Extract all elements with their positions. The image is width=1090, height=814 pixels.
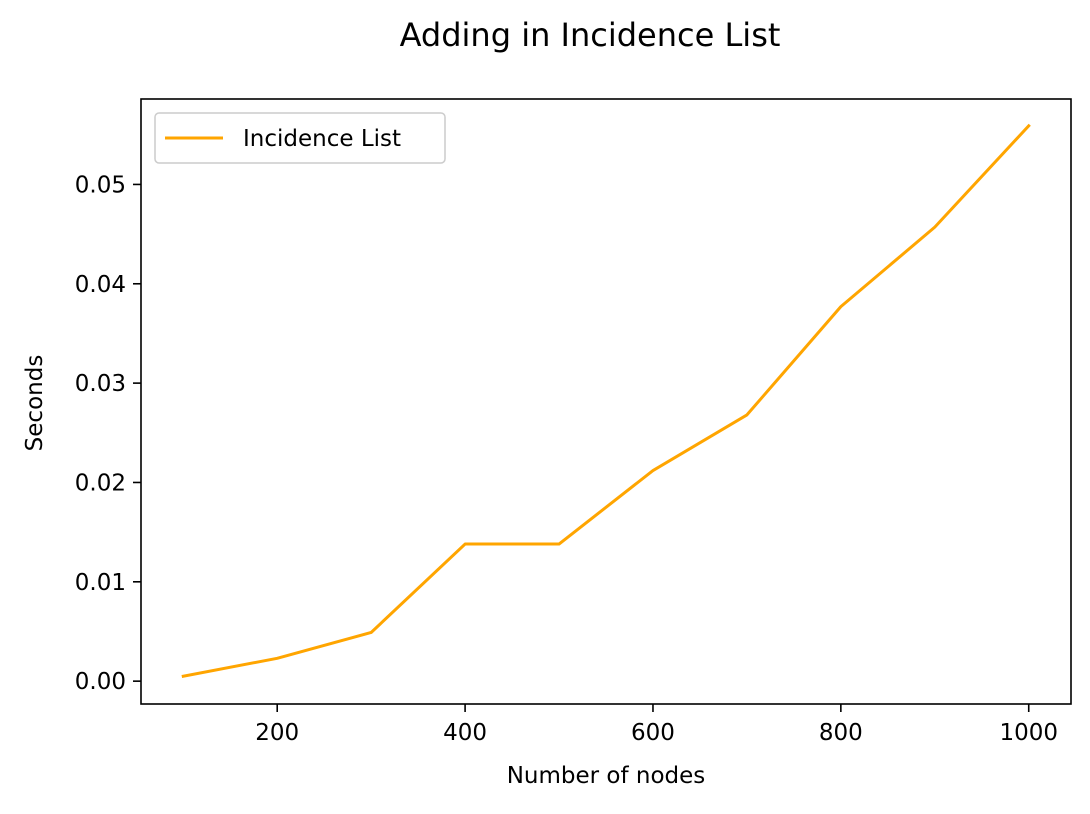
- x-tick-label: 1000: [999, 720, 1058, 746]
- x-tick-label: 400: [443, 720, 487, 746]
- x-tick-label: 600: [631, 720, 675, 746]
- legend-box: [154, 112, 446, 164]
- y-tick-label: 0.00: [75, 669, 126, 695]
- chart-title: Adding in Incidence List: [400, 16, 781, 54]
- plot-area: [181, 123, 1031, 678]
- y-tick-label: 0.01: [75, 570, 126, 596]
- x-axis-label: Number of nodes: [507, 763, 706, 789]
- x-tick-label: 200: [255, 720, 299, 746]
- y-tick-label: 0.04: [75, 272, 126, 298]
- series-line-0: [181, 123, 1031, 678]
- chart-legend: Incidence List: [154, 112, 446, 164]
- legend-label: Incidence List: [243, 126, 401, 152]
- y-tick-label: 0.03: [75, 371, 126, 397]
- x-axis: 200 400 600 800 1000: [255, 704, 1058, 746]
- x-tick-label: 800: [819, 720, 863, 746]
- plot-frame: [140, 98, 1072, 705]
- y-tick-label: 0.02: [75, 470, 126, 496]
- y-tick-label: 0.05: [75, 172, 126, 198]
- y-axis: 0.00 0.01 0.02 0.03 0.04 0.05: [75, 172, 141, 695]
- y-axis-label: Seconds: [22, 355, 48, 452]
